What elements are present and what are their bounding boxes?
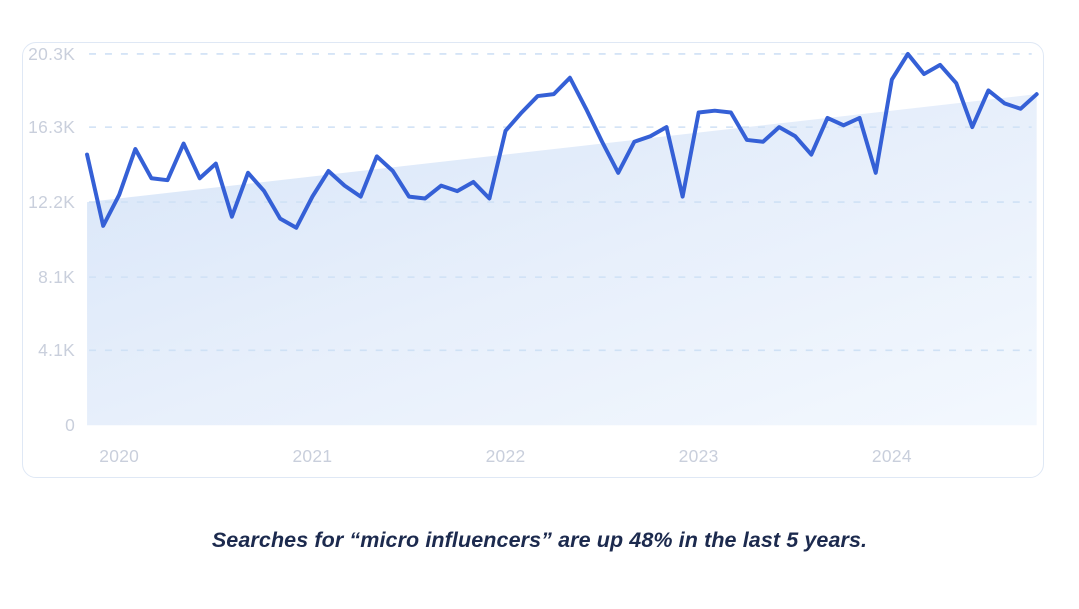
trend-growth-area — [87, 94, 1037, 426]
x-tick-label: 2021 — [292, 446, 332, 466]
y-tick-label: 4.1K — [38, 340, 75, 360]
y-tick-label: 16.3K — [28, 117, 75, 137]
y-tick-label: 0 — [65, 415, 75, 435]
x-tick-label: 2022 — [486, 446, 526, 466]
x-tick-label: 2023 — [679, 446, 719, 466]
y-tick-label: 20.3K — [28, 44, 75, 64]
search-volume-line — [85, 51, 1039, 230]
chart-card: 0 4.1K 8.1K 12.2K 16.3K 20.3K 2020 2021 2022 2023… — [22, 42, 1044, 478]
y-tick-label: 12.2K — [28, 192, 75, 212]
chart-caption: Searches for “micro influencers” are up … — [211, 528, 868, 552]
trend-chart: 0 4.1K 8.1K 12.2K 16.3K 20.3K 2020 2021 2022 2023… — [28, 44, 1039, 466]
x-tick-label: 2020 — [99, 446, 139, 466]
y-tick-label: 8.1K — [38, 267, 75, 287]
x-tick-label: 2024 — [872, 446, 912, 466]
